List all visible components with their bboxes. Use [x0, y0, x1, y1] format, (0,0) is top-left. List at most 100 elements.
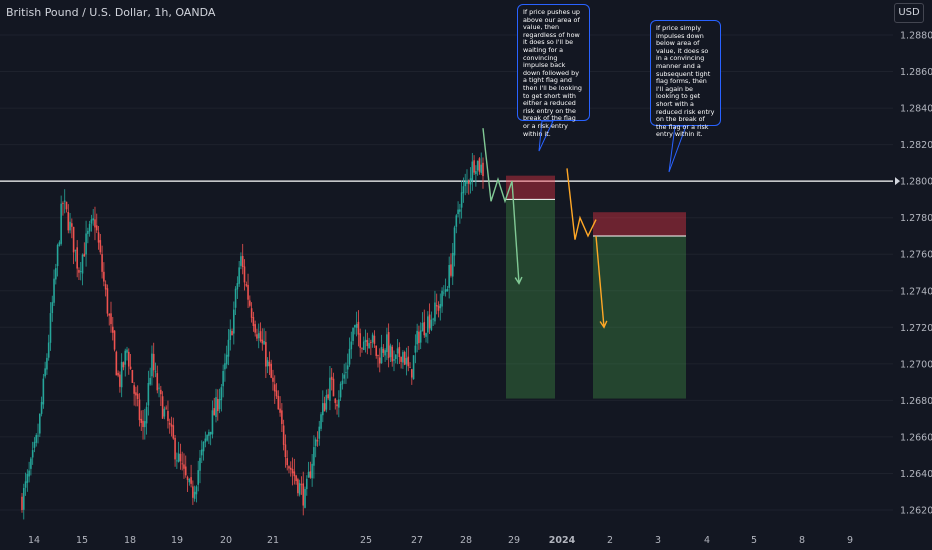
candle [346, 353, 349, 379]
candle [220, 384, 223, 412]
candle-body [327, 394, 329, 399]
candle-body [245, 284, 248, 286]
candle [106, 284, 109, 317]
candle [28, 461, 30, 483]
candle-body [382, 348, 385, 353]
time-tick-label: 21 [267, 535, 279, 546]
candle [176, 452, 178, 469]
symbol-title: British Pound / U.S. Dollar, 1h, OANDA [6, 6, 216, 19]
candle [147, 370, 150, 416]
candle-body [428, 314, 431, 329]
candle-body [110, 313, 112, 325]
candle [160, 385, 162, 407]
candle-body [184, 466, 187, 476]
candle [338, 390, 340, 418]
candle-body [318, 426, 321, 439]
candle-body [309, 471, 312, 478]
candle [411, 368, 413, 385]
candlesticks [21, 152, 484, 520]
candle [273, 375, 276, 404]
candle [350, 331, 353, 359]
candle-body [168, 422, 171, 425]
candle [81, 253, 84, 286]
candle [460, 180, 463, 219]
candle [60, 195, 62, 246]
candle-body [78, 270, 80, 273]
candle-body [400, 356, 402, 362]
scenario-arrow [511, 181, 520, 284]
candle [334, 397, 337, 410]
candle [270, 359, 272, 379]
candle [224, 353, 226, 382]
candle-body [241, 255, 244, 268]
candle-body [186, 477, 189, 480]
candle [266, 357, 269, 374]
currency-button[interactable]: USD [894, 3, 924, 23]
candle [135, 386, 137, 407]
candle [133, 382, 135, 406]
candle [56, 243, 59, 277]
candle [261, 328, 264, 351]
candle-body [281, 410, 283, 425]
candle [295, 474, 297, 485]
candle-body [302, 483, 305, 506]
candle [225, 345, 228, 369]
candle [236, 276, 239, 299]
candle-body [439, 304, 442, 309]
candle-body [167, 411, 169, 421]
scenario-2-note[interactable]: If price simply impulses down below area… [650, 20, 721, 138]
candle-body [261, 339, 264, 344]
candle-body [58, 242, 61, 246]
candle [88, 220, 91, 237]
candle [443, 285, 445, 296]
candle-body [444, 289, 447, 292]
candle [37, 423, 39, 444]
price-axis[interactable]: 1.28800 1.28600 1.28400 1.28200 1.28000 1.278… [900, 31, 932, 517]
candle-body [323, 403, 326, 412]
candle [131, 369, 134, 384]
candle-body [115, 351, 118, 376]
candle-body [60, 203, 62, 244]
candle [475, 165, 477, 187]
candle-body [268, 361, 271, 367]
candle [286, 450, 289, 471]
candle-body [377, 355, 379, 356]
time-tick-label: 5 [751, 535, 757, 546]
candle [76, 240, 78, 278]
candle [469, 167, 472, 194]
candle [288, 465, 290, 474]
candle [188, 478, 191, 486]
candle [323, 396, 326, 412]
candle [99, 233, 102, 255]
candle-body [265, 342, 267, 367]
candle-body [473, 160, 475, 173]
time-axis[interactable]: 14 15 18 19 20 21 25 27 28 29 2024 2 3 4 5 8 9 [28, 535, 853, 546]
candle-body [197, 470, 200, 485]
candle-body [174, 437, 176, 460]
candle-body [195, 486, 198, 495]
candle-body [222, 371, 224, 387]
candle-body [286, 458, 289, 466]
target-zone [593, 235, 686, 399]
candle [403, 350, 406, 366]
candle-body [359, 333, 361, 348]
scenario-1-note[interactable]: If price pushes up above our area of val… [517, 4, 590, 137]
candle [22, 483, 25, 520]
candle [67, 204, 70, 234]
candle-body [412, 355, 415, 380]
candle [87, 227, 89, 244]
candle [345, 362, 347, 384]
candle [318, 420, 321, 446]
candle-body [202, 441, 205, 452]
candle-body [181, 463, 183, 465]
candle-body [35, 435, 38, 443]
candle-body [305, 478, 308, 490]
candle-body [425, 333, 427, 337]
candle [186, 475, 189, 492]
candle-body [427, 316, 429, 333]
candle-body [446, 289, 449, 292]
time-tick-label: 14 [28, 535, 40, 546]
candle-body [464, 182, 467, 187]
price-tick-label: 1.27800 [900, 213, 932, 224]
